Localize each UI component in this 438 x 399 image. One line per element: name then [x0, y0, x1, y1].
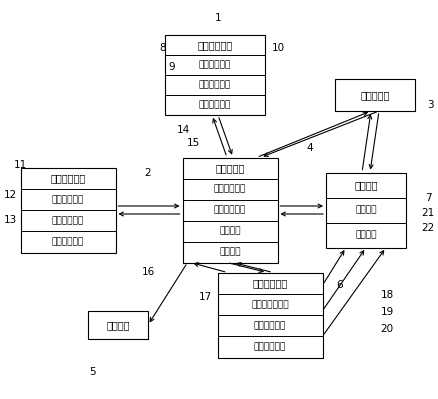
Text: 3: 3: [427, 100, 433, 110]
Text: 21: 21: [421, 208, 434, 218]
Text: 15: 15: [187, 138, 200, 148]
Bar: [335, 79, 415, 111]
Text: 9: 9: [169, 62, 175, 72]
Text: 1: 1: [215, 13, 221, 23]
Text: 22: 22: [421, 223, 434, 233]
Text: 6: 6: [337, 280, 343, 290]
Text: 系统数据库: 系统数据库: [360, 90, 390, 100]
Text: 12: 12: [4, 190, 17, 200]
Text: 11: 11: [14, 160, 27, 170]
Text: 14: 14: [177, 125, 190, 135]
Text: 16: 16: [141, 267, 155, 277]
Text: 云服务平台: 云服务平台: [215, 163, 245, 173]
Text: 存储单元: 存储单元: [219, 227, 241, 235]
Text: 警示模块: 警示模块: [106, 320, 130, 330]
Text: 8: 8: [160, 43, 166, 53]
Text: 语音提示单元: 语音提示单元: [254, 321, 286, 330]
Text: 智能终端: 智能终端: [354, 180, 378, 190]
Text: 10: 10: [272, 43, 285, 53]
Text: 2: 2: [145, 168, 151, 178]
Bar: [326, 172, 406, 247]
Text: 执行单元: 执行单元: [219, 247, 241, 257]
Text: 湿度监测单元: 湿度监测单元: [199, 81, 231, 89]
Text: 5: 5: [90, 367, 96, 377]
Text: 13: 13: [4, 215, 17, 225]
Text: 7: 7: [425, 193, 431, 203]
Text: 音量调节单元: 音量调节单元: [52, 237, 84, 246]
Bar: [183, 158, 278, 263]
Text: 语音控制模块: 语音控制模块: [252, 278, 288, 288]
Bar: [218, 273, 322, 358]
Bar: [21, 168, 116, 253]
Text: 语音采集单元: 语音采集单元: [254, 342, 286, 352]
Text: 关键词提取单元: 关键词提取单元: [251, 300, 289, 309]
Text: 19: 19: [380, 307, 394, 317]
Text: 数据监测模块: 数据监测模块: [198, 40, 233, 50]
Text: 显示单元: 显示单元: [355, 205, 377, 215]
Bar: [88, 311, 148, 339]
Text: 中央处理单元: 中央处理单元: [214, 184, 246, 194]
Bar: [165, 35, 265, 115]
Text: 输入单元: 输入单元: [355, 231, 377, 239]
Text: 温度监测单元: 温度监测单元: [199, 61, 231, 69]
Text: 18: 18: [380, 290, 394, 300]
Text: 运行监测单元: 运行监测单元: [199, 101, 231, 109]
Text: 开关控制单元: 开关控制单元: [52, 195, 84, 204]
Text: 电视操作模块: 电视操作模块: [50, 173, 85, 183]
Text: 17: 17: [198, 292, 212, 302]
Text: 20: 20: [381, 324, 394, 334]
Text: 频道操作单元: 频道操作单元: [52, 216, 84, 225]
Text: 信息收发单元: 信息收发单元: [214, 205, 246, 215]
Text: 4: 4: [307, 143, 313, 153]
